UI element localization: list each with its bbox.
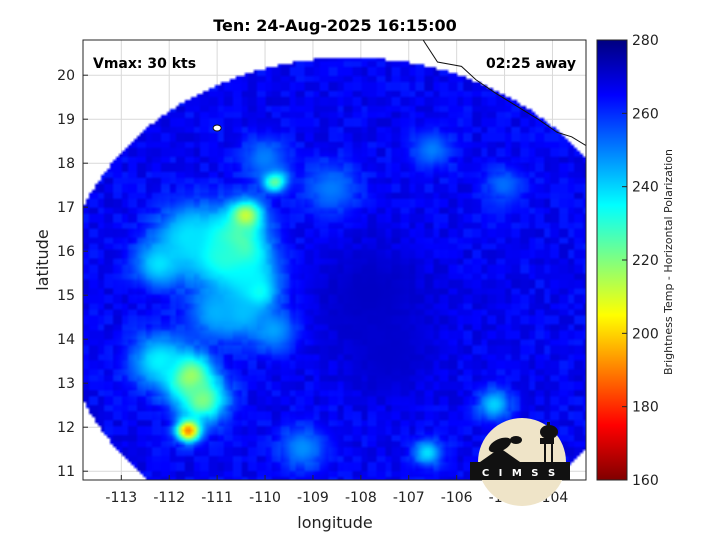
x-tick-label: -106 [441, 490, 473, 506]
logo-text: C I M S S [482, 468, 558, 479]
x-axis: -113-112-111-110-109-108-107-106-105-104 [105, 475, 568, 506]
y-tick-label: 14 [57, 332, 75, 348]
colorbar-tick-label: 280 [632, 33, 659, 49]
x-tick-label: -113 [105, 490, 137, 506]
plot-frame [82, 39, 587, 481]
y-tick-label: 13 [57, 376, 75, 392]
y-tick-label: 11 [57, 464, 75, 480]
cimss-logo: C I M S S [470, 418, 570, 506]
time-away-annotation: 02:25 away [486, 56, 576, 72]
x-tick-label: -111 [201, 490, 233, 506]
x-tick-label: -107 [393, 490, 425, 506]
chart-title: Ten: 24-Aug-2025 16:15:00 [213, 16, 456, 35]
colorbar-tick-label: 160 [632, 473, 659, 489]
y-tick-label: 15 [57, 288, 75, 304]
coastline [212, 40, 586, 147]
colorbar-tick-label: 200 [632, 326, 659, 342]
colorbar-tick-label: 220 [632, 253, 659, 269]
x-tick-label: -112 [153, 490, 185, 506]
brightness-temp-swath [83, 40, 586, 480]
y-axis-label: latitude [33, 229, 52, 290]
coastline-path [422, 40, 586, 147]
y-tick-label: 20 [57, 68, 75, 84]
vmax-annotation: Vmax: 30 kts [93, 56, 196, 72]
x-tick-label: -109 [297, 490, 329, 506]
colorbar-tick-label: 260 [632, 106, 659, 122]
x-tick-label: -108 [345, 490, 377, 506]
y-tick-label: 12 [57, 420, 75, 436]
colorbar-label: Brightness Temp - Horizontal Polarizatio… [662, 149, 675, 375]
island-outline [212, 124, 222, 132]
x-axis-label: longitude [297, 513, 372, 532]
colorbar-axis: 160 180 200 220 240 260 280 [622, 33, 659, 489]
y-tick-label: 17 [57, 200, 75, 216]
y-tick-label: 19 [57, 112, 75, 128]
y-tick-label: 16 [57, 244, 75, 260]
colorbar-tick-label: 180 [632, 400, 659, 416]
x-tick-label: -110 [249, 490, 281, 506]
colorbar-tick-label: 240 [632, 180, 659, 196]
y-axis: 11 12 13 14 15 16 17 18 19 20 [57, 68, 88, 480]
y-tick-label: 18 [57, 156, 75, 172]
